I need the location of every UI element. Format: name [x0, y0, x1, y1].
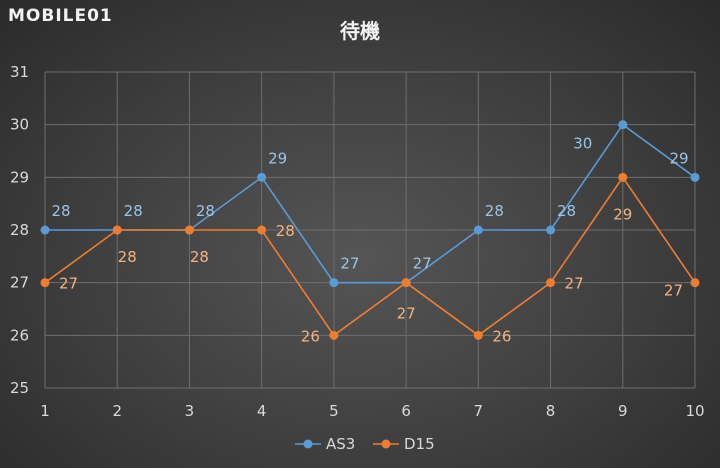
x-tick-label: 5	[329, 402, 339, 420]
data-labels: 28 27 28 28 28 28 29 28 27 26 27 27 28 26 28 27 30 29 29 27	[51, 135, 688, 346]
y-tick-label: 26	[10, 326, 29, 344]
legend-label-as3: AS3	[326, 435, 355, 453]
data-label-as3: 28	[51, 202, 70, 220]
data-point-d15	[401, 278, 411, 288]
data-point-as3	[546, 225, 556, 235]
data-label-as3: 27	[340, 255, 359, 273]
data-point-as3	[257, 172, 267, 182]
legend-label-d15: D15	[404, 435, 435, 453]
data-point-as3	[329, 278, 339, 288]
y-tick-label: 30	[10, 116, 29, 134]
data-point-d15	[618, 172, 628, 182]
x-tick-label: 4	[257, 402, 267, 420]
data-point-d15	[473, 330, 483, 340]
data-point-d15	[112, 225, 122, 235]
axis-ticks: 25 26 27 28 29 30 31 1 2 3 4 5 6 7 8 9 10	[10, 63, 705, 420]
legend-marker-d15	[381, 439, 391, 449]
data-point-d15	[690, 278, 700, 288]
data-point-as3	[40, 225, 50, 235]
data-point-as3	[618, 120, 628, 130]
data-label-d15: 27	[565, 275, 584, 293]
x-tick-label: 2	[112, 402, 122, 420]
data-point-d15	[546, 278, 556, 288]
data-label-d15: 26	[492, 327, 511, 345]
data-label-as3: 28	[485, 202, 504, 220]
data-label-as3: 28	[557, 202, 576, 220]
data-label-d15: 28	[276, 222, 295, 240]
series-line-d15	[44, 175, 696, 337]
data-point-d15	[329, 330, 339, 340]
y-tick-label: 28	[10, 221, 29, 239]
data-label-d15: 27	[59, 275, 78, 293]
x-tick-label: 7	[474, 402, 484, 420]
x-tick-label: 9	[618, 402, 628, 420]
data-label-d15: 26	[301, 327, 320, 345]
x-tick-label: 10	[685, 402, 704, 420]
legend-marker-as3	[303, 439, 313, 449]
data-label-d15: 28	[118, 248, 137, 266]
x-tick-label: 8	[546, 402, 556, 420]
data-point-d15	[257, 225, 267, 235]
x-tick-label: 6	[401, 402, 411, 420]
y-tick-label: 27	[10, 274, 29, 292]
data-label-as3: 29	[669, 149, 688, 167]
data-label-d15: 28	[190, 248, 209, 266]
data-label-d15: 27	[397, 305, 416, 323]
data-label-d15: 29	[613, 205, 632, 223]
data-point-d15	[184, 225, 194, 235]
y-tick-label: 29	[10, 168, 29, 186]
data-point-as3	[690, 172, 700, 182]
data-point-d15	[40, 278, 50, 288]
chart-title: 待機	[340, 19, 380, 43]
data-point-as3	[473, 225, 483, 235]
data-label-as3: 27	[413, 255, 432, 273]
data-label-d15: 27	[664, 282, 683, 300]
x-tick-label: 3	[185, 402, 195, 420]
data-label-as3: 30	[573, 135, 592, 153]
mobile01-logo: MOBILE01	[8, 6, 113, 26]
data-label-as3: 28	[196, 202, 215, 220]
x-tick-label: 1	[40, 402, 50, 420]
data-label-as3: 29	[268, 149, 287, 167]
y-tick-label: 31	[10, 63, 29, 81]
y-tick-label: 25	[10, 379, 29, 397]
series-lines	[40, 120, 700, 340]
legend: AS3 D15	[295, 435, 435, 453]
data-label-as3: 28	[124, 202, 143, 220]
